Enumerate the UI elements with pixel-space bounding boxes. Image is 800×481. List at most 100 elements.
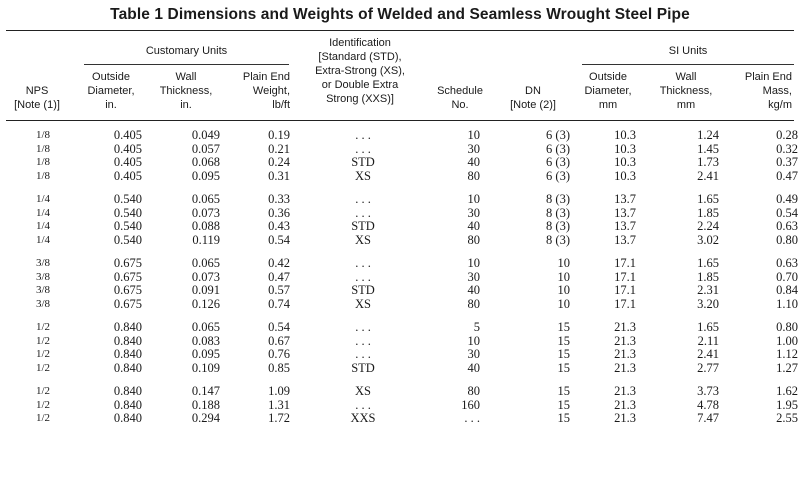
cell-wt-mm: 1.85 — [697, 269, 719, 284]
header-line: DN — [525, 85, 541, 97]
si-units-header: SI Units — [668, 45, 708, 57]
cell-od-mm: 21.3 — [614, 397, 636, 412]
cell-wt-in: 0.147 — [191, 384, 220, 398]
cell-od-in: 0.675 — [113, 283, 142, 297]
col-header-wall-thickness-in: Wall Thickness, in. — [152, 70, 220, 112]
cell-schedule: 80 — [467, 296, 481, 311]
cell-od-mm: 10.3 — [614, 128, 636, 142]
cell-schedule: 30 — [467, 269, 481, 284]
cell-dn: 15 — [557, 397, 571, 412]
table-body: 1/8 0.405 0.049 0.19 . . . 10 6 (3) 10.3 1.24 0.2… — [0, 128, 800, 426]
pipe-dimensions-table: 1/8 0.405 0.049 0.19 . . . 10 6 (3) 10.3 1.24 0.2… — [0, 128, 800, 426]
cell-dn: 6 (3) — [546, 141, 570, 156]
cell-mass: 1.27 — [776, 360, 798, 375]
cell-ident: . . . — [355, 128, 371, 142]
col-header-schedule: Schedule No. — [428, 84, 492, 112]
table-row: 1/2 0.840 0.083 0.67 . . . 10 15 21.3 2.11 1.00 — [0, 333, 800, 349]
cell-wt-mm: 1.45 — [697, 141, 719, 156]
cell-dn: 10 — [557, 296, 571, 311]
cell-dn: 6 (3) — [546, 128, 570, 142]
header-line: Weight, — [252, 85, 290, 97]
cell-od-mm: 17.1 — [614, 296, 636, 311]
header-line: [Note (2)] — [510, 99, 556, 111]
header-line: Schedule — [437, 85, 483, 97]
cell-wt-in: 0.083 — [191, 333, 220, 348]
cell-od-in: 0.405 — [113, 141, 142, 156]
header-line: or Double Extra — [321, 79, 399, 91]
cell-ident: STD — [351, 283, 375, 297]
cell-nps: 1/4 — [36, 233, 51, 246]
cell-nps: 3/8 — [36, 297, 51, 310]
cell-ident: XXS — [350, 411, 376, 425]
table-row: 1/4 0.540 0.065 0.33 . . . 10 8 (3) 13.7 1.65 0.4… — [0, 192, 800, 207]
cell-wt-in: 0.294 — [191, 411, 220, 425]
customary-units-header: Customary Units — [145, 45, 228, 57]
col-header-plain-end-mass: Plain End Mass, kg/m — [730, 70, 792, 112]
cell-schedule: 10 — [467, 256, 481, 270]
cell-schedule: 10 — [467, 128, 481, 142]
table-row: 1/2 0.840 0.109 0.85 STD 40 15 21.3 2.77 1.27 — [0, 360, 800, 376]
header-line: in. — [180, 99, 192, 111]
cell-od-in: 0.540 — [113, 232, 142, 247]
table-row: 1/2 0.840 0.294 1.72 XXS . . . 15 21.3 7.47 2.55 — [0, 411, 800, 426]
table-row: 1/4 0.540 0.073 0.36 . . . 30 8 (3) 13.7 1.85 0.5… — [0, 205, 800, 221]
cell-ident: . . . — [355, 269, 371, 284]
cell-weight: 0.76 — [268, 347, 290, 361]
cell-dn: 10 — [557, 269, 571, 284]
cell-od-in: 0.675 — [113, 296, 142, 311]
cell-od-mm: 10.3 — [614, 141, 636, 156]
cell-wt-in: 0.057 — [191, 141, 220, 156]
cell-ident: STD — [351, 219, 375, 233]
cell-wt-mm: 2.31 — [697, 283, 719, 297]
cell-weight: 0.54 — [268, 232, 290, 247]
cell-nps: 1/2 — [36, 334, 51, 347]
table-row: 1/2 0.840 0.188 1.31 . . . 160 15 21.3 4.78 1.95 — [0, 397, 800, 413]
cell-wt-mm: 2.24 — [697, 219, 719, 233]
cell-mass: 0.28 — [776, 128, 798, 142]
header-line: lb/ft — [272, 99, 290, 111]
cell-weight: 0.42 — [268, 256, 290, 270]
cell-wt-mm: 1.73 — [697, 155, 719, 169]
cell-od-mm: 10.3 — [614, 168, 636, 183]
cell-wt-mm: 3.73 — [697, 384, 719, 398]
cell-wt-in: 0.109 — [191, 360, 220, 375]
cell-ident: . . . — [355, 333, 371, 348]
cell-dn: 6 (3) — [546, 155, 570, 169]
cell-mass: 0.37 — [776, 155, 798, 169]
table-row: 3/8 0.675 0.091 0.57 STD 40 10 17.1 2.31 0.84 — [0, 283, 800, 298]
cell-mass: 0.54 — [776, 205, 798, 220]
cell-schedule: 10 — [467, 192, 481, 206]
cell-od-mm: 10.3 — [614, 155, 636, 169]
cell-dn: 10 — [557, 256, 571, 270]
cell-dn: 8 (3) — [546, 205, 570, 220]
cell-schedule: 80 — [467, 384, 481, 398]
cell-od-mm: 13.7 — [614, 192, 636, 206]
cell-wt-in: 0.095 — [191, 347, 220, 361]
cell-wt-mm: 1.65 — [697, 320, 719, 334]
cell-dn: 6 (3) — [546, 168, 570, 183]
cell-schedule: . . . — [464, 411, 480, 425]
cell-mass: 0.84 — [776, 283, 798, 297]
cell-ident: XS — [355, 384, 371, 398]
header-line: Extra-Strong (XS), — [315, 65, 405, 77]
cell-od-in: 0.840 — [113, 360, 142, 375]
col-header-outside-diameter-in: Outside Diameter, in. — [80, 70, 142, 112]
cell-weight: 0.36 — [268, 205, 290, 220]
cell-schedule: 80 — [467, 232, 481, 247]
cell-wt-mm: 7.47 — [697, 411, 719, 425]
cell-mass: 0.80 — [776, 320, 798, 334]
cell-ident: XS — [355, 168, 371, 183]
header-line: Diameter, — [87, 85, 135, 97]
cell-ident: XS — [355, 296, 371, 311]
cell-nps: 1/8 — [36, 156, 51, 168]
cell-nps: 3/8 — [36, 257, 51, 269]
cell-wt-in: 0.095 — [191, 168, 220, 183]
cell-dn: 10 — [557, 283, 571, 297]
cell-wt-in: 0.065 — [191, 192, 220, 206]
cell-nps: 3/8 — [36, 270, 51, 283]
cell-schedule: 5 — [473, 320, 480, 334]
cell-weight: 0.24 — [268, 155, 290, 169]
cell-weight: 0.57 — [268, 283, 290, 297]
cell-od-in: 0.675 — [113, 256, 142, 270]
cell-od-mm: 21.3 — [614, 333, 636, 348]
